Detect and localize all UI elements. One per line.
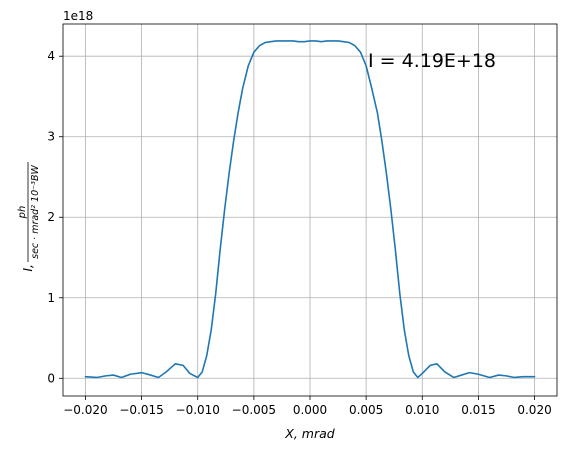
y-axis-label-denominator: sec · mrad² 10⁻³BW: [30, 165, 41, 259]
y-axis-label-numerator: ph: [17, 206, 28, 220]
x-tick-label: 0.000: [293, 403, 327, 417]
x-tick-label: 0.010: [405, 403, 439, 417]
grid: [63, 24, 557, 396]
y-tick-label: 4: [47, 49, 55, 63]
x-tick-label: 0.005: [349, 403, 383, 417]
x-tick-label: 0.020: [517, 403, 551, 417]
series-line: [84, 40, 536, 379]
y-tick-label: 2: [47, 210, 55, 224]
x-tick-label: −0.020: [63, 403, 107, 417]
y-axis: 0 1 2 3 4: [47, 49, 63, 385]
annotation-text: I = 4.19E+18: [368, 50, 496, 72]
x-tick-label: −0.015: [119, 403, 163, 417]
offset-text: 1e18: [63, 9, 93, 23]
y-axis-label: I, ph sec · mrad² 10⁻³BW: [17, 162, 41, 272]
y-tick-label: 3: [47, 130, 55, 144]
y-tick-label: 1: [47, 291, 55, 305]
x-tick-label: 0.015: [461, 403, 495, 417]
y-axis-label-prefix: I,: [20, 264, 35, 272]
x-tick-label: −0.005: [232, 403, 276, 417]
x-axis: −0.020 −0.015 −0.010 −0.005 0.000 0.005 0.010 0…: [63, 396, 552, 417]
x-axis-label: X, mrad: [284, 426, 334, 441]
x-tick-label: −0.010: [176, 403, 220, 417]
series-layer: [84, 40, 536, 379]
y-tick-label: 0: [47, 371, 55, 385]
